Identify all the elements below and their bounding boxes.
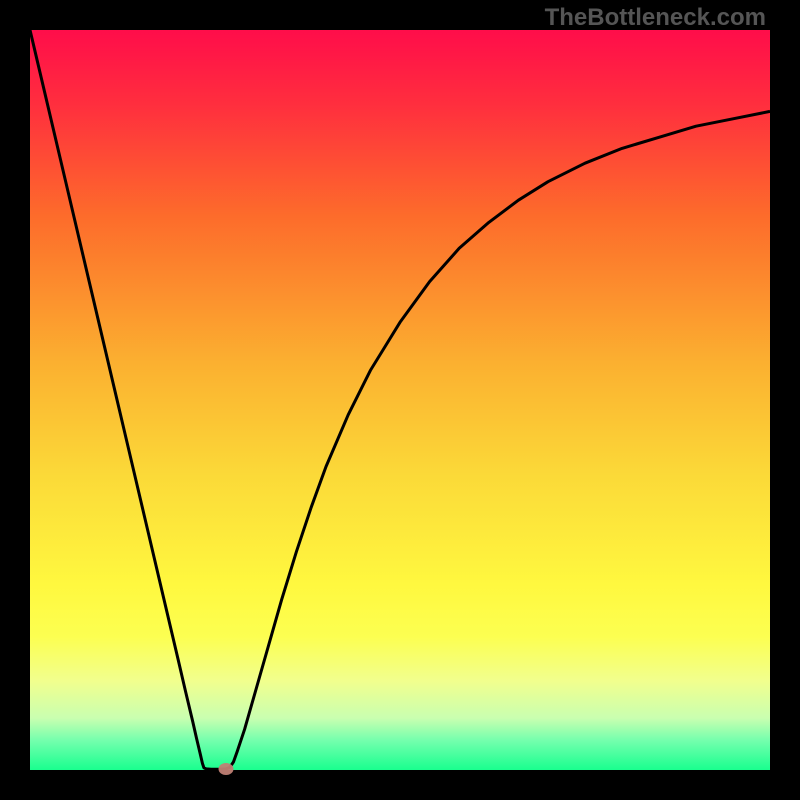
bottleneck-curve [30,30,770,769]
plot-area [30,30,770,770]
bottleneck-marker [219,763,234,775]
chart-frame: TheBottleneck.com [0,0,800,800]
curve-svg [30,30,770,770]
watermark-text: TheBottleneck.com [545,4,766,32]
